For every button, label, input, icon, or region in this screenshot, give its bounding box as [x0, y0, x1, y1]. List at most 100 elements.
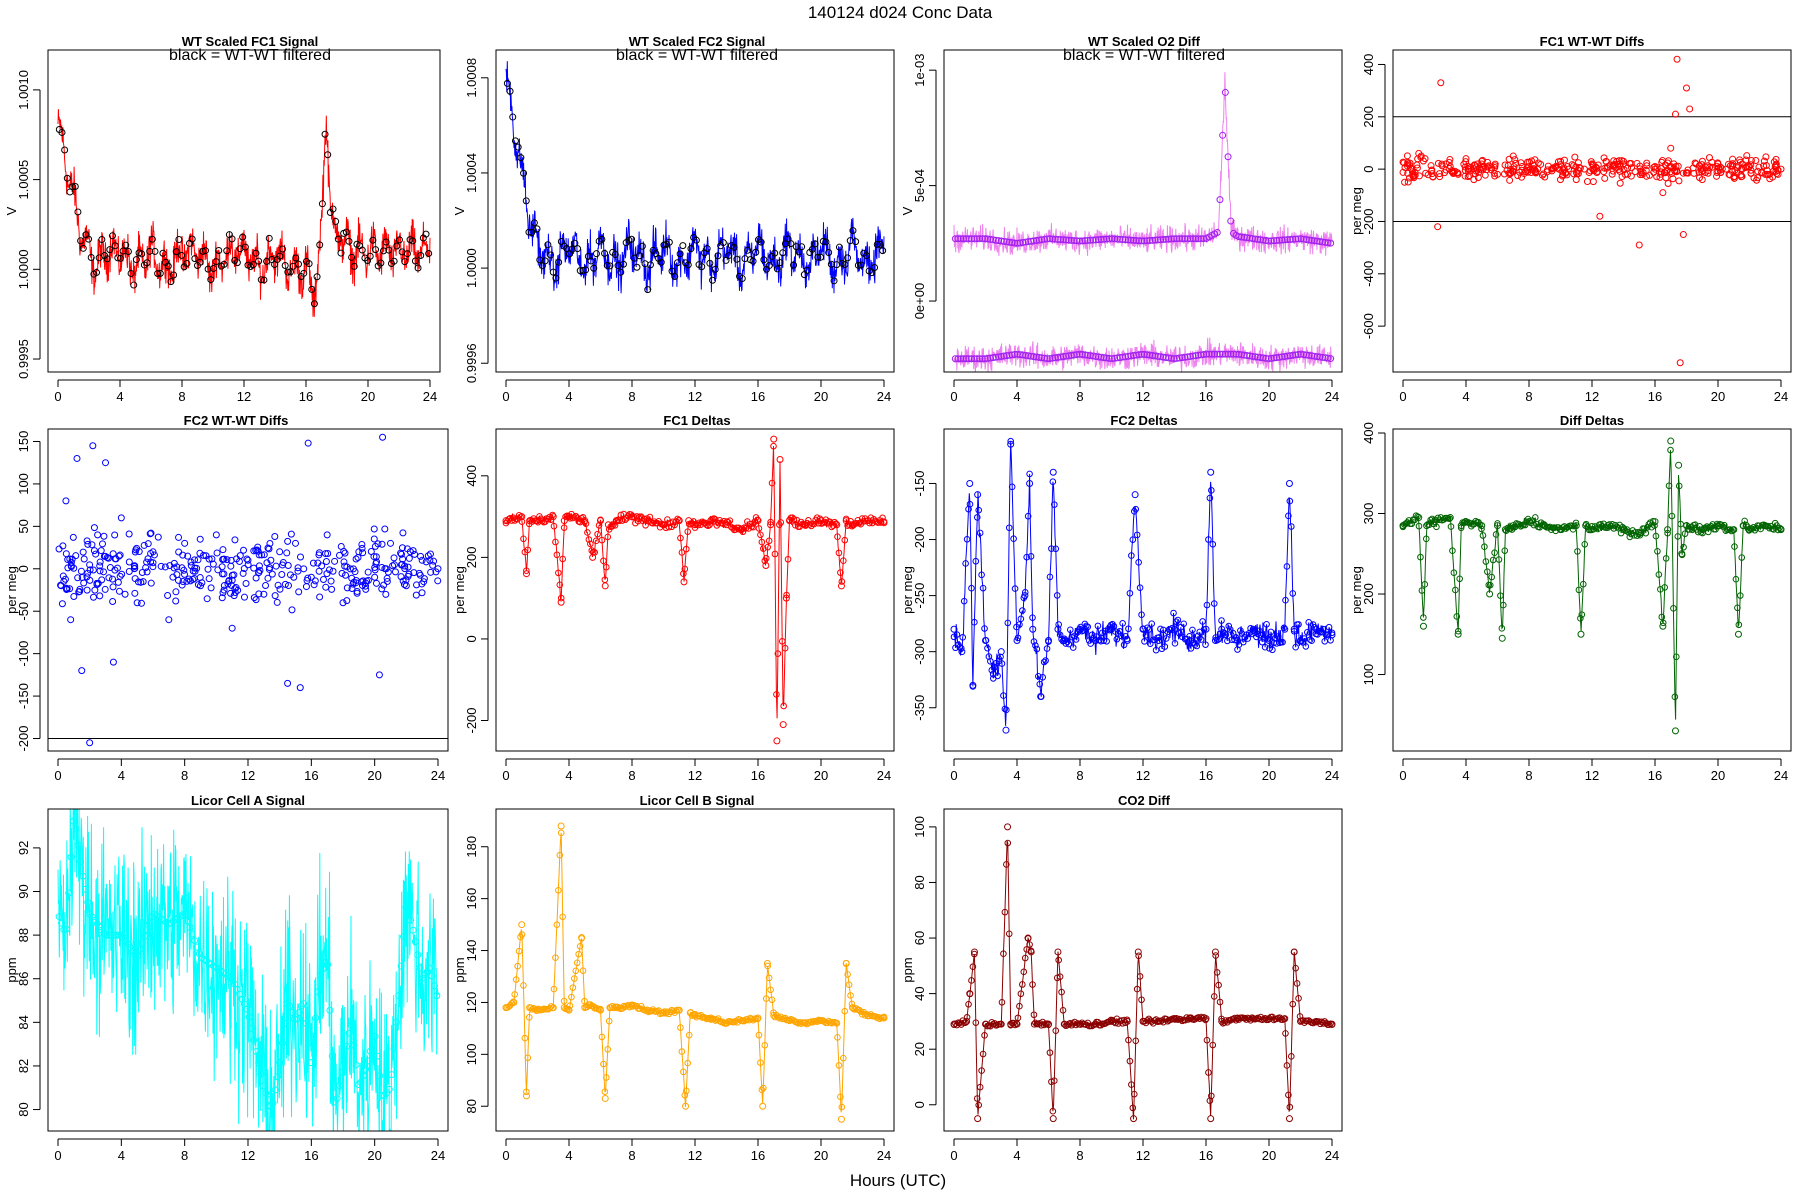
data-point [1029, 614, 1036, 621]
data-point [131, 564, 139, 572]
data-point [219, 546, 227, 554]
y-tick-label: -150 [16, 683, 31, 709]
data-point [1431, 518, 1438, 526]
data-point [1097, 353, 1105, 361]
data-point [834, 1034, 841, 1041]
x-tick-label: 16 [751, 768, 765, 783]
data-point [188, 930, 196, 938]
data-point [837, 569, 844, 576]
y-tick-label: 200 [1361, 583, 1376, 605]
data-point [339, 599, 347, 607]
data-point [1133, 985, 1141, 993]
data-point [1273, 236, 1281, 244]
data-point [1604, 163, 1612, 171]
data-point [348, 253, 356, 261]
x-tick-label: 20 [1711, 768, 1725, 783]
data-point [1119, 353, 1127, 361]
data-point [1221, 88, 1229, 96]
data-point [1611, 161, 1619, 169]
data-point [1671, 727, 1679, 735]
data-point [220, 570, 228, 578]
data-point [1121, 353, 1129, 361]
x-tick-label: 20 [367, 768, 381, 783]
data-point [74, 208, 82, 216]
data-point [1221, 350, 1229, 358]
x-tick-label: 4 [565, 1148, 572, 1163]
data-point [765, 262, 773, 270]
data-point [1708, 163, 1716, 171]
data-point [98, 540, 106, 548]
data-point [1116, 235, 1124, 243]
data-point [183, 917, 191, 925]
data-point [338, 569, 346, 577]
data-point [118, 570, 126, 578]
data-point [995, 237, 1003, 245]
data-point [375, 671, 383, 679]
data-point [1422, 535, 1430, 543]
data-point [1550, 524, 1558, 531]
data-point [992, 236, 1000, 244]
data-point [817, 253, 825, 261]
y-tick-label: 0 [912, 1101, 927, 1108]
data-point [1057, 236, 1065, 244]
data-point [828, 1019, 835, 1027]
data-point [1650, 163, 1658, 171]
data-point [279, 245, 287, 253]
data-point [1241, 1014, 1249, 1022]
data-point [424, 552, 432, 560]
data-point [1624, 164, 1632, 172]
data-point [172, 588, 180, 596]
data-point [1209, 540, 1217, 548]
data-point [329, 205, 337, 213]
data-point [1067, 351, 1075, 359]
data-point [738, 1017, 746, 1025]
data-point [1628, 164, 1636, 172]
data-point [143, 568, 151, 576]
data-point [230, 592, 238, 600]
data-point [241, 243, 249, 251]
data-point [665, 238, 673, 246]
data-point [590, 264, 598, 272]
data-point [399, 555, 407, 563]
data-point [709, 276, 717, 284]
data-point [679, 242, 687, 250]
data-point [1454, 170, 1462, 178]
data-point [1279, 638, 1286, 646]
data-point [1032, 236, 1040, 244]
x-tick-label: 24 [423, 389, 437, 404]
data-point [1774, 166, 1782, 174]
data-point [1608, 170, 1616, 178]
data-point [1128, 1081, 1135, 1088]
data-point [1664, 157, 1672, 165]
data-point [992, 353, 1000, 361]
data-point [117, 514, 125, 522]
data-point [989, 670, 997, 678]
data-point [1627, 172, 1635, 180]
data-point [759, 1102, 767, 1110]
data-point [1620, 526, 1627, 534]
data-point [1597, 521, 1605, 528]
y-tick-label: 90 [16, 884, 31, 898]
data-point [981, 355, 989, 363]
data-point [1270, 237, 1278, 245]
data-point [1048, 545, 1055, 552]
data-point [276, 252, 284, 260]
data-point [565, 513, 573, 521]
data-point [1324, 239, 1332, 247]
data-point [1072, 636, 1080, 643]
data-point [1013, 1020, 1021, 1028]
data-point [1011, 239, 1019, 247]
data-point [323, 531, 331, 539]
data-point [101, 585, 109, 593]
data-point [1171, 625, 1178, 633]
data-point [770, 442, 777, 450]
data-point [1674, 533, 1682, 540]
data-point [1283, 1062, 1291, 1069]
data-point [972, 557, 980, 565]
data-point [611, 250, 619, 258]
data-point [181, 570, 189, 578]
data-point [576, 942, 584, 950]
data-point [1461, 172, 1469, 180]
data-point [370, 535, 378, 543]
plot-area [55, 809, 441, 1131]
